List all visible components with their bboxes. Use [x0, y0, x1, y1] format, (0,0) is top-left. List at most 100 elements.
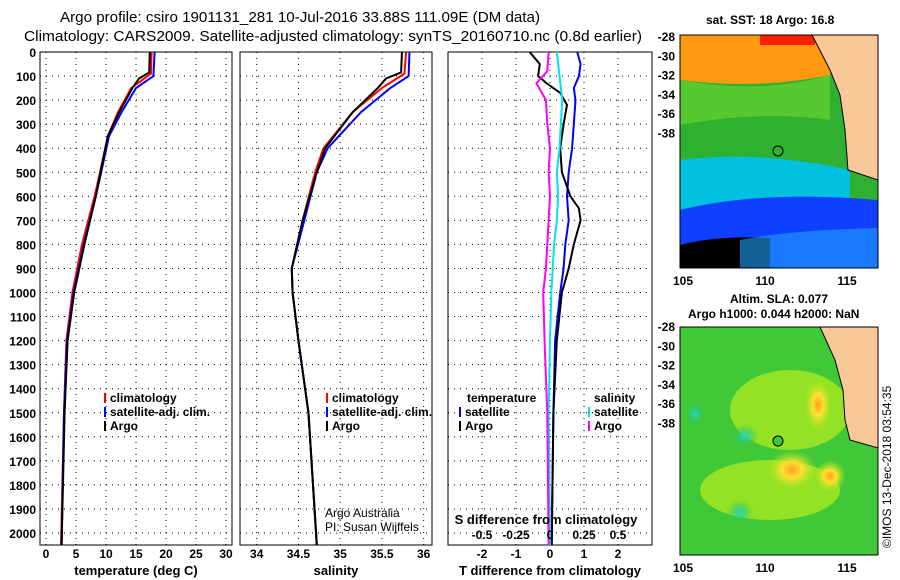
x-tick-label: 25 — [189, 547, 203, 561]
sst-map-frame — [679, 34, 879, 269]
depth-tick-label: 200 — [16, 94, 36, 108]
x-tick-label: 35.5 — [370, 547, 394, 561]
depth-tick-label: 1500 — [9, 407, 36, 421]
title-line-1: Argo profile: csiro 1901131_281 10-Jul-2… — [60, 9, 540, 26]
difference-series-salinity-satellite — [547, 51, 564, 546]
salinity-series-satellite-adj-clim- — [290, 51, 411, 546]
s-diff-axis-label: S difference from climatology — [455, 512, 639, 527]
legend-swatch — [326, 407, 328, 417]
x2-tick-label: 0.25 — [572, 528, 596, 542]
legend-item: Argo — [465, 419, 493, 433]
legend-swatch — [104, 393, 106, 403]
x-tick-label: 20 — [159, 547, 173, 561]
depth-tick-label: 100 — [16, 70, 36, 84]
legend-item: satellite-adj. clim. — [332, 405, 432, 419]
lon-tick-label: 110 — [755, 561, 775, 575]
legend-item: satellite-adj. clim. — [110, 405, 210, 419]
x-tick-label: 0 — [43, 547, 50, 561]
lat-tick-label: -38 — [658, 127, 676, 141]
legend-item: climatology — [332, 391, 399, 405]
temperature-series-argo — [60, 51, 151, 546]
x-tick-label: 30 — [219, 547, 233, 561]
imos-stamp: ©IMOS 13-Dec-2018 03:54:35 — [880, 385, 894, 548]
difference-x-axis-label: T difference from climatology — [459, 563, 642, 578]
depth-tick-label: 1100 — [10, 311, 36, 325]
sla-map-frame — [679, 326, 879, 556]
lon-tick-label: 105 — [673, 274, 693, 288]
x2-tick-label: -0.25 — [502, 528, 530, 542]
x-tick-label: -2 — [477, 547, 488, 561]
legend-title: salinity — [594, 391, 636, 405]
legend-title: temperature — [467, 391, 537, 405]
x2-tick-label: 0 — [547, 528, 554, 542]
depth-tick-label: 1800 — [9, 479, 36, 493]
title-line-2: Climatology: CARS2009. Satellite-adjuste… — [24, 28, 642, 45]
lat-tick-label: -28 — [658, 320, 676, 334]
legend-item: Argo — [110, 419, 138, 433]
lon-tick-label: 115 — [837, 561, 857, 575]
float-location-marker — [772, 145, 784, 157]
depth-tick-label: 400 — [16, 142, 36, 156]
depth-tick-label: 2000 — [9, 527, 36, 541]
depth-tick-label: 800 — [16, 238, 36, 252]
sst-map — [680, 35, 878, 268]
credit-text: Argo Australia — [325, 506, 400, 520]
legend-item: Argo — [594, 419, 622, 433]
depth-tick-label: 500 — [16, 166, 36, 180]
legend-swatch — [104, 421, 106, 431]
temperature-x-axis-label: temperature (deg C) — [74, 563, 198, 578]
legend-swatch — [588, 421, 590, 431]
x-tick-label: 34.5 — [287, 547, 311, 561]
sla-map — [680, 327, 878, 555]
legend-item: climatology — [110, 391, 177, 405]
salinity-plot-frame — [239, 51, 433, 546]
depth-tick-label: 300 — [16, 118, 36, 132]
lat-tick-label: -30 — [658, 49, 676, 63]
x-tick-label: 0 — [547, 547, 554, 561]
depth-tick-label: 900 — [16, 262, 36, 276]
sla-map-title-1: Altim. SLA: 0.077 — [730, 292, 828, 306]
difference-series-temperature-argo — [528, 51, 582, 546]
x-tick-label: 15 — [129, 547, 143, 561]
float-location-marker — [772, 435, 784, 447]
legend-swatch — [104, 407, 106, 417]
depth-tick-label: 600 — [16, 190, 36, 204]
lat-tick-label: -28 — [658, 30, 676, 44]
difference-series-salinity-argo — [535, 51, 552, 546]
depth-tick-label: 1200 — [9, 335, 36, 349]
depth-tick-label: 0 — [29, 46, 36, 60]
sst-map-title: sat. SST: 18 Argo: 16.8 — [706, 13, 835, 27]
x-tick-label: 35 — [333, 547, 347, 561]
depth-tick-label: 700 — [16, 214, 36, 228]
depth-tick-label: 1700 — [9, 455, 36, 469]
lon-tick-label: 115 — [837, 274, 857, 288]
lat-tick-label: -36 — [658, 397, 676, 411]
x2-tick-label: -0.5 — [472, 528, 493, 542]
depth-tick-label: 1900 — [9, 503, 36, 517]
difference-series-temperature-satellite — [550, 51, 582, 546]
depth-tick-label: 1000 — [9, 287, 36, 301]
lat-tick-label: -32 — [658, 69, 676, 83]
x-tick-label: 36 — [417, 547, 431, 561]
depth-tick-label: 1300 — [9, 359, 36, 373]
x-tick-label: 5 — [73, 547, 80, 561]
legend-swatch — [459, 407, 461, 417]
legend-swatch — [326, 393, 328, 403]
x-tick-label: 2 — [615, 547, 622, 561]
salinity-series-argo — [290, 51, 403, 546]
legend-item: satellite — [594, 405, 639, 419]
x-tick-label: 1 — [581, 547, 588, 561]
lat-tick-label: -36 — [658, 107, 676, 121]
lat-tick-label: -34 — [658, 88, 676, 102]
legend-item: Argo — [332, 419, 360, 433]
lon-tick-label: 110 — [755, 274, 775, 288]
legend-swatch — [588, 407, 590, 417]
lat-tick-label: -34 — [658, 378, 676, 392]
lat-tick-label: -32 — [658, 359, 676, 373]
legend-swatch — [459, 421, 461, 431]
lat-tick-label: -30 — [658, 339, 676, 353]
sla-map-title-2: Argo h1000: 0.044 h2000: NaN — [688, 307, 859, 321]
depth-tick-label: 1600 — [9, 431, 36, 445]
